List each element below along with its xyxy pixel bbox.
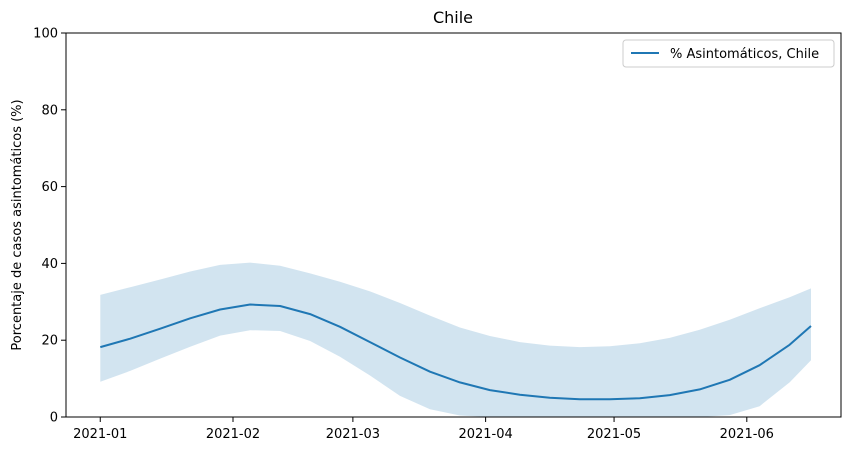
legend-box <box>622 39 835 68</box>
axes: 0 20 40 60 80 100 2021-01 2021-02 2021-03 2021-04… <box>33 27 774 443</box>
x-tick-label: 2021-03 <box>326 427 380 442</box>
y-tick-label: 20 <box>41 334 58 349</box>
x-tick-label: 2021-06 <box>720 427 774 442</box>
x-tick-label: 2021-01 <box>73 427 127 442</box>
y-tick-label: 60 <box>41 180 58 195</box>
y-tick-label: 40 <box>41 257 58 272</box>
y-axis-label: Porcentaje de casos asintomáticos (%) <box>10 99 25 350</box>
y-tick-label: 80 <box>41 103 58 118</box>
x-tick-label: 2021-05 <box>587 427 641 442</box>
x-tick-label: 2021-02 <box>206 427 260 442</box>
plot-area <box>100 262 812 417</box>
chart-title: Chile <box>433 8 473 27</box>
confidence-band <box>100 262 812 417</box>
x-tick-label: 2021-04 <box>458 427 512 442</box>
y-tick-label: 0 <box>50 411 58 426</box>
y-tick-label: 100 <box>33 27 58 42</box>
series-line-0 <box>100 303 812 401</box>
legend: % Asintomáticos, Chile <box>622 39 835 68</box>
plot-frame <box>65 32 842 418</box>
legend-label: % Asintomáticos, Chile <box>670 47 819 62</box>
